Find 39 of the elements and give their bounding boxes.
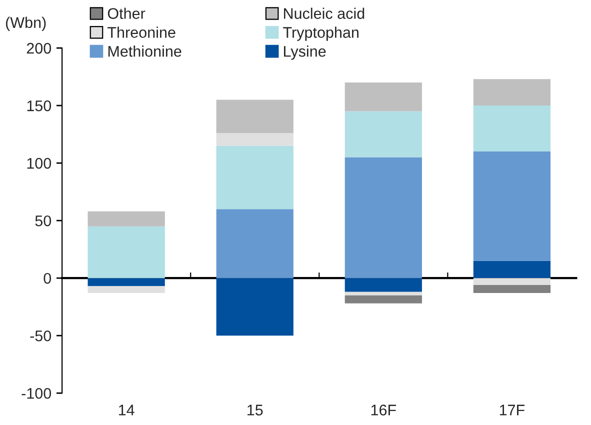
y-tick-label: 0: [44, 272, 52, 284]
bar: [344, 295, 422, 304]
bar: [473, 79, 551, 106]
bar: [473, 152, 551, 261]
bar: [216, 278, 294, 336]
y-tick-label: 100: [27, 158, 52, 169]
x-tick-label: 17F: [500, 404, 525, 416]
legend-label: Methionine: [108, 46, 182, 57]
bar: [88, 211, 165, 226]
legend-label: Tryptophan: [283, 26, 358, 41]
bar: [216, 209, 294, 278]
bar: [88, 226, 165, 278]
legend-label: Nucleic acid: [284, 8, 364, 19]
y-tick-label: 150: [27, 100, 52, 112]
y-tick-label: 50: [35, 215, 52, 226]
y-tick-label: -50: [30, 330, 52, 342]
y-tick-label: 200: [26, 42, 52, 54]
bar: [473, 106, 551, 152]
x-tick-label: 15: [248, 404, 263, 416]
bar: [88, 278, 165, 286]
legend-label: Lysine: [284, 46, 326, 60]
bar: [344, 82, 422, 112]
legend-label: Other: [108, 8, 146, 19]
bar: [344, 278, 422, 292]
legend-label: Threonine: [108, 26, 176, 38]
bar: [344, 157, 422, 278]
bar: [216, 133, 294, 146]
x-tick-label: 14: [118, 404, 134, 416]
bar: [473, 284, 551, 294]
bar: [216, 100, 294, 134]
bar: [344, 111, 422, 158]
bar: [473, 278, 551, 285]
y-tick-label: -100: [22, 388, 52, 399]
bar: [88, 286, 165, 294]
bar: [473, 260, 551, 278]
bar: [344, 292, 422, 296]
x-tick-label: 16F: [371, 404, 396, 416]
bar: [216, 146, 294, 210]
y-axis-title: (Wbn): [6, 16, 46, 31]
